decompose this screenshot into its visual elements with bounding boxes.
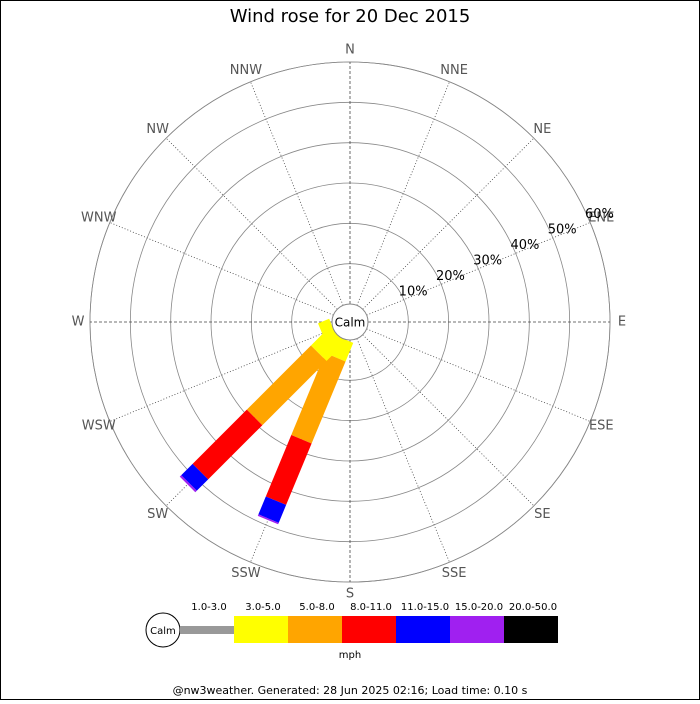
legend-label: 1.0-3.0	[191, 602, 226, 613]
bar-segment	[258, 496, 287, 523]
bar-segment	[317, 318, 338, 344]
legend-swatch	[342, 616, 396, 643]
bar-segment	[310, 326, 346, 362]
direction-label: NE	[533, 122, 551, 137]
bar-segment	[192, 409, 263, 480]
bar-segment	[246, 345, 327, 426]
tick-label: 10%	[399, 284, 428, 299]
spoke	[109, 328, 334, 422]
tick-label: 50%	[548, 223, 577, 238]
legend-swatch	[288, 616, 342, 643]
legend-calm-label: Calm	[150, 626, 176, 637]
legend-label: 8.0-11.0	[350, 602, 392, 613]
spoke	[366, 222, 591, 316]
direction-label: SSE	[442, 566, 467, 581]
bar-segment	[265, 435, 312, 505]
direction-label: NW	[146, 122, 169, 137]
bar-segment	[291, 353, 346, 444]
direction-label: WNW	[81, 210, 117, 225]
legend-unit: mph	[339, 650, 361, 661]
legend-swatch	[450, 616, 504, 643]
direction-label: W	[72, 315, 85, 330]
legend-swatch	[234, 616, 288, 643]
footer: @nw3weather. Generated: 28 Jun 2025 02:1…	[173, 684, 528, 697]
direction-label: S	[346, 587, 354, 602]
legend-label: 11.0-15.0	[401, 602, 449, 613]
spoke	[356, 81, 450, 306]
spoke	[356, 338, 450, 563]
direction-label: N	[345, 43, 355, 58]
spoke	[366, 328, 591, 422]
direction-label: NNE	[440, 63, 468, 78]
direction-label: SSW	[231, 566, 261, 581]
direction-label: SE	[534, 507, 550, 522]
legend-swatch	[396, 616, 450, 643]
spoke	[165, 137, 338, 310]
calm-circle	[331, 303, 369, 341]
legend-label: 20.0-50.0	[509, 602, 557, 613]
legend-swatch	[180, 626, 234, 634]
direction-label: SW	[147, 507, 168, 522]
tick-label: 40%	[510, 238, 539, 253]
spoke	[109, 222, 334, 316]
direction-label: WSW	[82, 419, 116, 434]
bar-segment	[179, 475, 197, 493]
legend-label: 3.0-5.0	[245, 602, 280, 613]
legend-label: 5.0-8.0	[299, 602, 334, 613]
tick-label: 60%	[585, 207, 614, 222]
direction-label: E	[618, 315, 626, 330]
spoke	[250, 81, 344, 306]
direction-label: ENE	[588, 210, 614, 225]
spoke	[362, 334, 535, 507]
legend-swatch	[504, 616, 558, 643]
bar-segment	[181, 463, 209, 491]
chart-title: Wind rose for 20 Dec 2015	[230, 6, 471, 27]
spoke	[362, 137, 535, 310]
calm-label: Calm	[335, 316, 366, 330]
tick-label: 30%	[473, 253, 502, 268]
tick-label: 20%	[436, 269, 465, 284]
legend-label: 15.0-20.0	[455, 602, 503, 613]
bar-segment	[257, 514, 279, 525]
direction-label: ESE	[589, 419, 614, 434]
direction-label: NNW	[230, 63, 262, 78]
